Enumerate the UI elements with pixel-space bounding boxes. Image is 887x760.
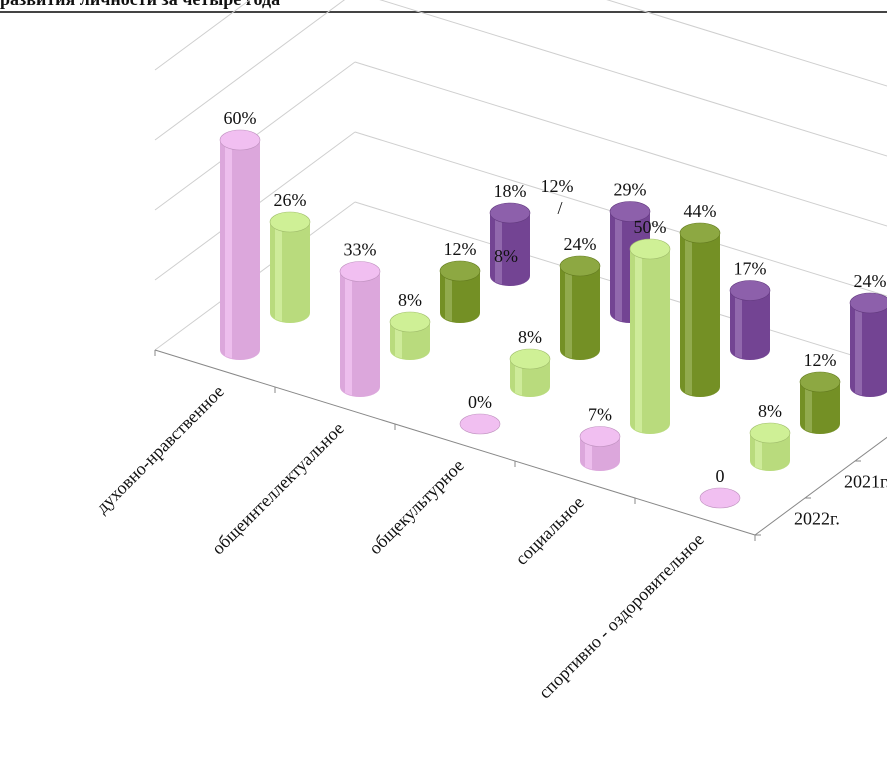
data-labels: 18% 29% 17% 24% 12% 24% 44% 12% 26% 8% 8% 50% 8% 60% 3… xyxy=(224,108,887,486)
bar-2021г.-1 xyxy=(389,311,431,360)
bar-top xyxy=(729,280,771,301)
data-label: 8% xyxy=(398,290,422,310)
bar-highlight xyxy=(855,303,862,396)
gridline-left-80 xyxy=(154,0,251,71)
bar-highlight xyxy=(735,290,742,359)
bar-2021г.-0 xyxy=(269,211,311,323)
annotation-label: 8% xyxy=(494,246,518,266)
bar-top xyxy=(219,129,261,151)
gridline-left-60 xyxy=(154,0,346,141)
bar-highlight xyxy=(395,322,402,359)
bar-2021г.-3 xyxy=(629,238,671,434)
bar-highlight xyxy=(275,222,282,322)
data-label: 29% xyxy=(614,180,647,200)
data-label: 26% xyxy=(274,190,307,210)
bar-highlight xyxy=(515,359,522,396)
data-label: 8% xyxy=(758,401,782,421)
bar-2021г.-4 xyxy=(749,422,791,471)
annotation-label: / xyxy=(557,198,562,218)
bar-highlight xyxy=(755,433,762,470)
data-label: 24% xyxy=(854,271,887,291)
bar-top xyxy=(579,426,621,447)
gridline-back-60 xyxy=(379,0,887,157)
data-label: 12% xyxy=(804,350,837,370)
bar-2019г.-1 xyxy=(489,202,531,286)
bar-highlight xyxy=(495,213,502,285)
bar-2020г.-2 xyxy=(559,255,601,360)
bar-highlight xyxy=(685,233,692,396)
category-label: духовно-нравственное xyxy=(92,381,228,517)
category-labels: духовно-нравственноеобщеинтеллектуальное… xyxy=(92,381,708,702)
bar-highlight xyxy=(635,249,642,433)
bar-2022г.-3 xyxy=(579,426,621,471)
bar-2022г.-1 xyxy=(339,261,381,397)
chart-title: развития личности за четыре года xyxy=(0,0,887,13)
bar-top xyxy=(339,261,381,282)
bar-top xyxy=(679,222,721,244)
bar-top xyxy=(629,238,671,260)
data-label: 44% xyxy=(684,201,717,221)
bar-highlight xyxy=(445,271,452,322)
data-label: 12% xyxy=(444,239,477,259)
bar-top xyxy=(269,211,311,233)
series-label: 2021г. xyxy=(844,472,887,492)
bar-highlight xyxy=(615,211,622,322)
floor-axes xyxy=(154,349,887,541)
annotation-label: 12% xyxy=(541,176,574,196)
bar-top xyxy=(749,422,791,444)
data-label: 33% xyxy=(344,240,377,260)
bar-2020г.-3 xyxy=(679,222,721,397)
gridline-back-20 xyxy=(354,131,887,297)
data-label: 17% xyxy=(734,259,767,279)
category-axis xyxy=(154,349,756,536)
bar-top xyxy=(799,371,841,393)
bar-top xyxy=(389,311,431,333)
category-label: общекультурное xyxy=(365,455,468,558)
bar-2021г.-2 xyxy=(509,348,551,397)
category-label: общеинтеллектуальное xyxy=(208,418,348,558)
bars xyxy=(219,129,887,509)
category-label: социальное xyxy=(511,492,588,569)
bar-highlight xyxy=(565,266,572,359)
bar-2019г.-3 xyxy=(729,280,771,360)
bar-highlight xyxy=(225,140,232,359)
data-label: 50% xyxy=(634,217,667,237)
category-label: спортивно - оздоровительное xyxy=(535,529,708,702)
gridline-back-80 xyxy=(606,0,887,87)
bar-2022г.-4 xyxy=(699,487,741,509)
bar-2022г.-0 xyxy=(219,129,261,360)
bar-top xyxy=(849,292,887,314)
bar-2019г.-4 xyxy=(849,292,887,397)
data-label: 60% xyxy=(224,108,257,128)
bar-top xyxy=(699,487,741,509)
bar-2020г.-4 xyxy=(799,371,841,434)
data-label: 18% xyxy=(494,181,527,201)
data-label: 0% xyxy=(468,392,492,412)
bar-top xyxy=(559,255,601,277)
series-labels: 2019г.2020г.2021г.2022г. xyxy=(794,472,887,529)
bar-top xyxy=(489,202,531,224)
gridline-back-40 xyxy=(354,61,887,227)
bar-2022г.-2 xyxy=(459,413,501,435)
series-label: 2022г. xyxy=(794,509,840,529)
bar-top xyxy=(609,201,651,222)
data-label: 7% xyxy=(588,405,612,425)
bar-top xyxy=(459,413,501,435)
bar-top xyxy=(439,260,481,282)
data-label: 0 xyxy=(716,466,725,486)
bar-highlight xyxy=(345,271,352,396)
data-label: 8% xyxy=(518,327,542,347)
bar-top xyxy=(509,348,551,370)
data-label: 24% xyxy=(564,234,597,254)
bar-highlight xyxy=(805,382,812,433)
bar-2020г.-1 xyxy=(439,260,481,323)
